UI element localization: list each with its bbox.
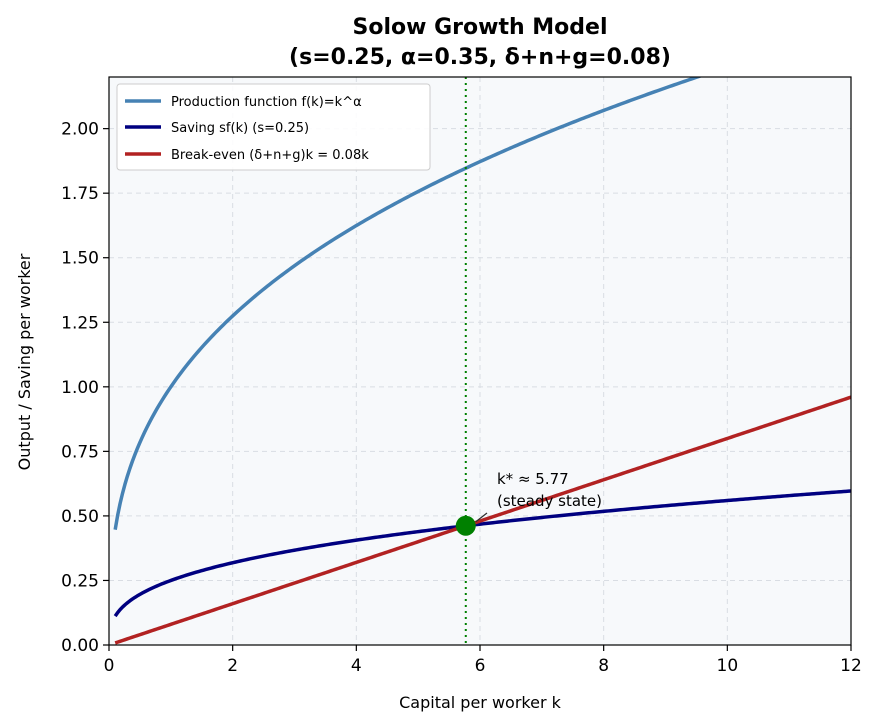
legend: Production function f(k)=k^α Saving sf(k… bbox=[116, 83, 431, 171]
breakeven-line bbox=[114, 395, 851, 645]
steady-state-point bbox=[455, 515, 476, 536]
legend-box bbox=[116, 83, 431, 171]
x-axis-label: Capital per worker k bbox=[399, 693, 562, 712]
chart-title-line2: (s=0.25, α=0.35, δ+n+g=0.08) bbox=[289, 45, 671, 70]
legend-label-production: Production function f(k)=k^α bbox=[171, 95, 362, 110]
grid bbox=[108, 77, 852, 646]
production-curve bbox=[113, 77, 703, 530]
y-tick-label: 1.50 bbox=[61, 249, 99, 269]
series-group bbox=[113, 77, 851, 645]
steady-state-label-line1: k* ≈ 5.77 bbox=[497, 470, 569, 488]
x-tick-label: 4 bbox=[351, 656, 362, 676]
annotation-arrow bbox=[475, 512, 488, 523]
saving-curve bbox=[113, 489, 851, 618]
steady-state-label-line2: (steady state) bbox=[497, 492, 602, 510]
y-tick-label: 0.00 bbox=[61, 636, 99, 656]
x-tick-label: 10 bbox=[717, 656, 739, 676]
y-tick-label: 0.50 bbox=[61, 507, 99, 527]
x-tick-label: 2 bbox=[227, 656, 238, 676]
ticks: 0 2 4 6 8 10 12 0.00 0.25 0.50 0.75 1.00 1.25 1.50 1.7… bbox=[61, 120, 862, 676]
legend-label-breakeven: Break-even (δ+n+g)k = 0.08k bbox=[171, 148, 369, 163]
y-tick-label: 1.75 bbox=[61, 184, 99, 204]
x-tick-label: 6 bbox=[475, 656, 486, 676]
x-tick-label: 8 bbox=[598, 656, 609, 676]
x-tick-label: 0 bbox=[104, 656, 115, 676]
chart-title-line1: Solow Growth Model bbox=[353, 15, 608, 40]
y-tick-label: 1.25 bbox=[61, 313, 99, 333]
legend-label-saving: Saving sf(k) (s=0.25) bbox=[171, 121, 309, 136]
y-tick-label: 1.00 bbox=[61, 378, 99, 398]
y-tick-label: 2.00 bbox=[61, 120, 99, 140]
x-tick-label: 12 bbox=[840, 656, 862, 676]
steady-state-group bbox=[455, 77, 488, 645]
y-tick-label: 0.75 bbox=[61, 442, 99, 462]
y-tick-label: 0.25 bbox=[61, 571, 99, 591]
y-axis-label: Output / Saving per worker bbox=[15, 253, 34, 470]
